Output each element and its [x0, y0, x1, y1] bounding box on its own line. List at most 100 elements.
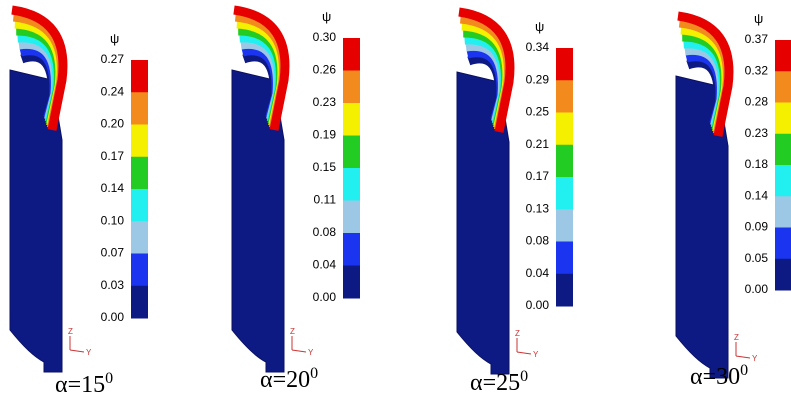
colorbar-tick-label: 0.32 — [745, 63, 769, 77]
model-body — [456, 71, 510, 375]
colorbar-band — [343, 38, 360, 71]
caption: α=300 — [690, 362, 748, 390]
colorbar-tick-label: 0.27 — [101, 52, 125, 66]
colorbar-tick-label: 0.17 — [526, 169, 550, 183]
triad-y — [69, 349, 85, 353]
colorbar-tick-label: 0.10 — [101, 213, 125, 227]
colorbar-band — [556, 273, 573, 307]
triad-z-label: Z — [515, 329, 520, 338]
colorbar-tick-label: 0.37 — [745, 32, 769, 46]
panel: 0.37 0.32 0.28 0.23 0.18 0.14 0.09 0.05 0.00 ψ Z Yα… — [675, 11, 791, 390]
model — [9, 5, 68, 373]
colorbar-band — [343, 233, 360, 266]
colorbar-band — [556, 48, 573, 81]
colorbar-tick-label: 0.15 — [313, 160, 337, 174]
colorbar-tick-label: 0.04 — [526, 266, 550, 280]
colorbar-band — [556, 112, 573, 146]
colorbar-band — [556, 177, 573, 210]
contour-band — [233, 5, 290, 131]
colorbar-tick-label: 0.29 — [526, 72, 550, 86]
colorbar-band — [131, 253, 148, 287]
colorbar-tick-label: 0.26 — [313, 63, 337, 77]
colorbar-symbol: ψ — [322, 9, 331, 24]
triad-y-label: Y — [86, 348, 92, 357]
colorbar-tick-label: 0.03 — [101, 278, 125, 292]
colorbar-tick-label: 0.23 — [313, 95, 337, 109]
colorbar-tick-label: 0.14 — [101, 181, 125, 195]
colorbar-tick-label: 0.34 — [526, 40, 550, 54]
model-body — [9, 69, 63, 373]
colorbar-band — [343, 200, 360, 234]
colorbar-tick-label: 0.00 — [313, 290, 337, 304]
colorbar-tick-label: 0.18 — [745, 157, 769, 171]
colorbar-symbol: ψ — [535, 19, 544, 34]
caption-text: α=25 — [470, 370, 520, 396]
panel: 0.30 0.26 0.23 0.19 0.15 0.11 0.08 0.04 0.00 ψ Z Yα… — [231, 5, 360, 393]
triad-z-label: Z — [68, 327, 73, 336]
caption-text: α=15 — [55, 372, 105, 398]
colorbar-band — [775, 40, 791, 72]
triad-y-label: Y — [752, 354, 758, 363]
colorbar-tick-label: 0.00 — [101, 310, 125, 324]
colorbar-band — [556, 144, 573, 178]
colorbar-band — [556, 80, 573, 113]
colorbar-tick-label: 0.17 — [101, 149, 125, 163]
colorbar-tick-label: 0.07 — [101, 246, 125, 260]
model-body — [231, 69, 285, 373]
colorbar-tick-label: 0.08 — [313, 225, 337, 239]
model — [231, 5, 290, 373]
caption: α=250 — [470, 368, 528, 396]
colorbar-tick-label: 0.00 — [526, 298, 550, 312]
colorbar-tick-label: 0.08 — [526, 234, 550, 248]
colorbar-tick-label: 0.05 — [745, 251, 769, 265]
triad-y — [516, 351, 532, 355]
colorbar-tick-label: 0.24 — [101, 84, 125, 98]
colorbar-tick-label: 0.09 — [745, 220, 769, 234]
model-body — [675, 75, 729, 379]
colorbar-band — [556, 209, 573, 242]
colorbar-band — [131, 124, 148, 158]
colorbar-tick-label: 0.00 — [745, 282, 769, 296]
colorbar-band — [131, 189, 148, 222]
caption-text: α=30 — [690, 364, 740, 390]
colorbar-band — [131, 92, 148, 125]
colorbar-band — [131, 156, 148, 190]
colorbar-band — [343, 265, 360, 299]
triad-z-label: Z — [734, 333, 739, 342]
caption-text: α=20 — [260, 367, 310, 393]
colorbar-band — [131, 285, 148, 319]
colorbar-band — [775, 258, 791, 291]
colorbar-symbol: ψ — [110, 31, 119, 46]
colorbar-tick-label: 0.13 — [526, 201, 550, 215]
colorbar-band — [775, 133, 791, 166]
colorbar-band — [131, 60, 148, 93]
panel: 0.34 0.29 0.25 0.21 0.17 0.13 0.08 0.04 0.00 ψ Z Yα… — [456, 7, 573, 396]
colorbar-band — [556, 241, 573, 275]
colorbar-band — [775, 102, 791, 135]
colorbar-tick-label: 0.28 — [745, 95, 769, 109]
colorbar-band — [343, 135, 360, 169]
model — [675, 11, 734, 379]
colorbar-band — [775, 227, 791, 260]
colorbar-band — [343, 168, 360, 201]
colorbar-tick-label: 0.20 — [101, 117, 125, 131]
caption-superscript: 0 — [520, 368, 528, 385]
contour-band — [11, 5, 68, 131]
triad-y — [291, 349, 307, 353]
panel: 0.27 0.24 0.20 0.17 0.14 0.10 0.07 0.03 0.00 ψ Z Yα… — [9, 5, 148, 398]
colorbar-tick-label: 0.25 — [526, 105, 550, 119]
colorbar-symbol: ψ — [754, 11, 763, 26]
colorbar-band — [775, 71, 791, 103]
colorbar-band — [343, 70, 360, 104]
colorbar-tick-label: 0.19 — [313, 128, 337, 142]
contour-band — [458, 7, 515, 133]
caption: α=150 — [55, 370, 113, 398]
colorbar-band — [775, 196, 791, 228]
colorbar-tick-label: 0.11 — [314, 193, 337, 207]
contour-band — [677, 11, 734, 137]
model — [456, 7, 515, 375]
caption-superscript: 0 — [740, 362, 748, 379]
colorbar-tick-label: 0.30 — [313, 30, 337, 44]
caption-superscript: 0 — [105, 370, 113, 387]
